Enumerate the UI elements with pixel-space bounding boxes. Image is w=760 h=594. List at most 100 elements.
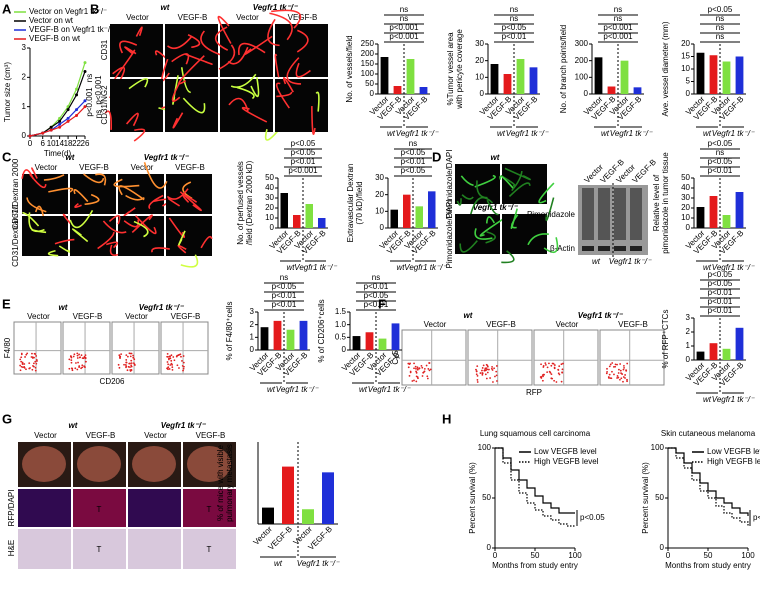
y-axis-label: with pericyte coverage [455,29,464,110]
event-dot [617,372,620,374]
x-tick-label: 0 [28,139,33,148]
legend-label: Vector on wt [29,16,74,25]
bar [365,332,374,350]
event-dot [496,380,498,382]
vessel [123,207,136,217]
event-dot [606,370,608,373]
significance: p<0.05 [272,282,297,291]
event-dot [562,362,564,365]
event-dot [492,381,494,383]
y-tick-label: 40 [681,183,690,192]
column-label: Vector [236,13,259,22]
significance: ns [716,148,724,157]
event-dot [132,362,135,364]
event-dot [84,360,87,363]
event-dot [623,364,625,367]
series-line [668,447,749,516]
significance: p<0.05 [708,279,733,288]
y-axis-label: Extravascular Dextran [346,164,355,243]
bar [282,466,294,524]
series-line [29,100,86,137]
event-dot [179,353,182,356]
event-dot [72,355,75,358]
significance: p<0.05 [502,23,527,32]
event-dot [413,379,415,382]
y-axis-label: %Tumor vessel area [446,32,455,106]
group-label: wt [287,263,296,272]
event-dot [546,366,549,369]
event-dot [605,372,608,375]
x-tick-label: 10 [47,139,56,148]
event-dot [495,370,498,373]
event-dot [543,373,545,376]
y-tick-label: 20 [681,39,690,48]
event-dot [407,366,410,369]
point [83,69,87,73]
vessel [311,106,316,135]
event-dot [126,355,129,358]
event-dot [78,366,81,369]
event-dot [415,371,418,374]
event-dot [33,352,36,355]
event-dot [36,360,38,362]
event-dot [476,381,479,383]
legend-label: Low VEGFB level [707,447,760,456]
flow-axis: RFP [526,388,542,397]
event-dot [423,370,426,373]
significance: p<0.05 [708,270,733,279]
event-dot [68,367,71,370]
blot-band [630,246,642,251]
vessel [459,240,478,253]
event-dot [168,368,171,370]
flow-plot [111,321,160,375]
region-label: T [207,505,212,514]
event-dot [32,362,35,365]
event-dot [167,366,170,369]
bar [380,57,389,94]
event-dot [70,361,73,364]
vessel [485,231,496,244]
event-dot [182,367,185,370]
point [83,105,87,109]
event-dot [413,367,415,370]
event-dot [622,380,624,383]
significance: ns [372,273,380,282]
event-dot [173,359,176,362]
x-tick-label: 0 [493,551,498,560]
column-label: Vector [144,431,167,440]
significance: ns [280,273,288,282]
significance: ns [409,139,417,148]
event-dot [426,377,429,380]
vessel [218,44,236,70]
lung [22,446,66,482]
flow-plot [533,329,599,386]
blot-lane [630,188,642,240]
event-dot [169,357,172,360]
y-tick-label: 0 [370,89,375,98]
bar [415,206,423,228]
point [75,93,79,97]
group-label: Vegfr1 tk⁻/⁻ [161,421,206,430]
series-line [495,447,575,514]
event-dot [31,352,33,355]
vessel [545,197,555,222]
event-dot [611,362,614,364]
event-dot [414,365,417,368]
vessel [271,9,302,29]
group-label: Vegfr1 tk⁻/⁻ [368,385,411,394]
event-dot [76,368,79,371]
event-dot [71,367,74,370]
y-axis-label: No. of vessels/field [345,35,354,102]
event-dot [618,368,620,371]
column-label: Vector [125,312,148,321]
histology [73,529,126,569]
event-dot [34,366,37,369]
y-tick-label: 3 [250,307,255,316]
event-dot [476,374,479,377]
event-dot [476,379,479,381]
event-dot [619,378,621,381]
y-tick-label: 30 [375,173,384,182]
vessel [276,91,293,98]
y-axis-label: No. of branch points/field [559,25,568,114]
